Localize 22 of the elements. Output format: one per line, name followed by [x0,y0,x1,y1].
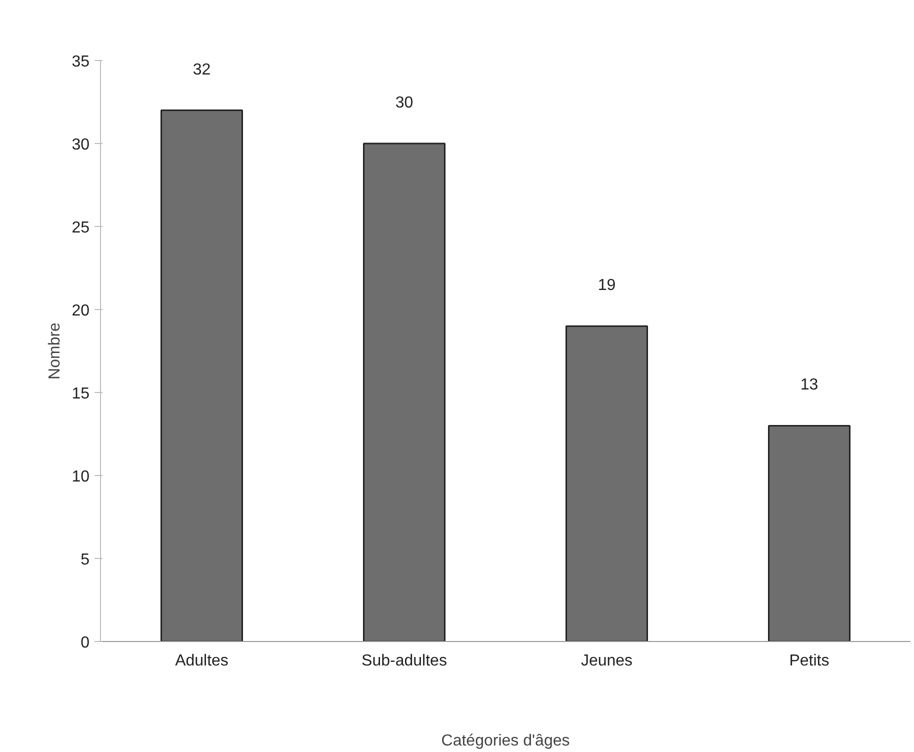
x-axis-title: Catégories d'âges [441,732,570,750]
x-tick-label: Adultes [175,652,228,670]
data-label: 13 [800,376,818,394]
data-label: 19 [598,277,616,294]
y-axis-title: Nombre [46,322,64,380]
y-tick-label: 10 [72,468,90,486]
data-label: 30 [395,94,414,112]
x-tick-label: Sub-adultes [362,652,447,670]
y-tick-label: 35 [72,54,90,70]
y-tick-label: 25 [72,220,90,236]
y-tick-label: 15 [72,386,90,402]
bar [768,424,850,642]
y-tick-label: 5 [80,552,90,568]
x-tick-label: Jeunes [580,652,633,670]
y-tick-label: 30 [72,136,90,154]
data-label: 32 [192,61,211,78]
y-tick-label: 0 [80,634,90,652]
bar [363,142,446,642]
y-tick-label: 20 [72,302,90,320]
bar [160,110,243,642]
x-tick-label: Petits [789,652,830,670]
bar [566,325,648,642]
